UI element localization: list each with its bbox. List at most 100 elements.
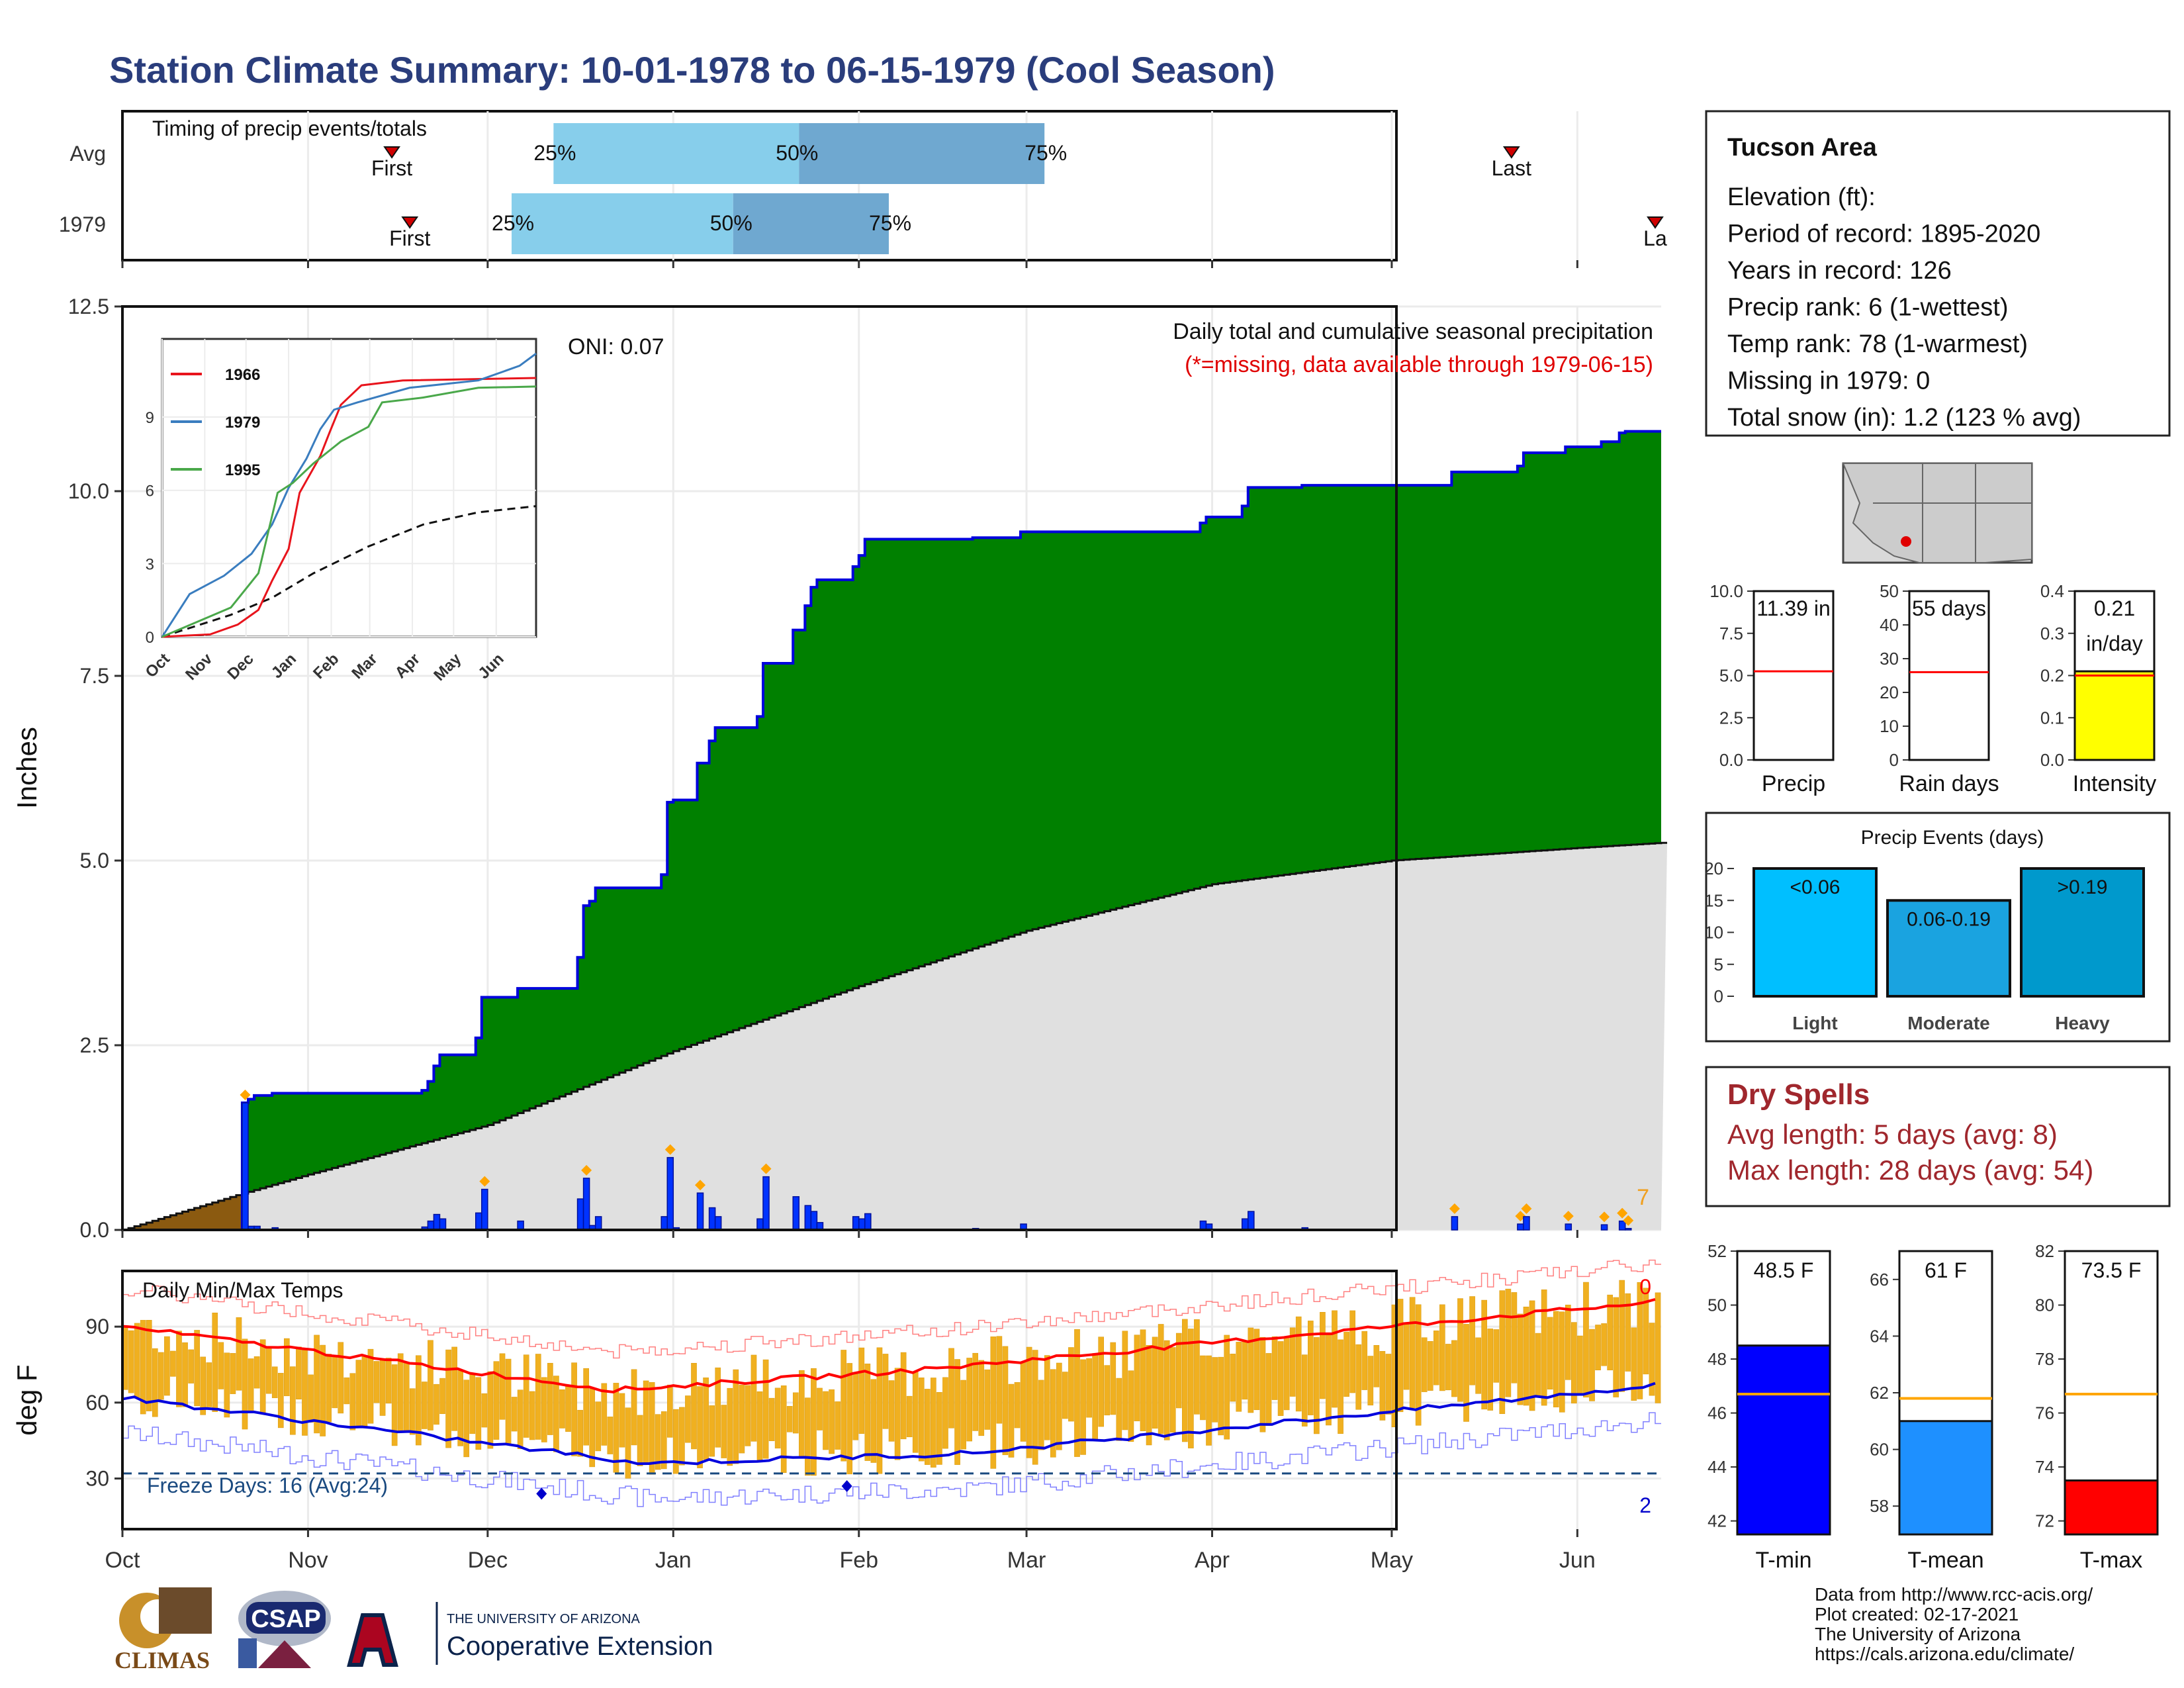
daily-temp-bar — [745, 1385, 751, 1446]
daily-temp-bar — [463, 1380, 470, 1458]
daily-temp-bar — [218, 1342, 224, 1389]
temp-bar-category: T-mean — [1907, 1548, 1983, 1573]
daily-precip-marker — [695, 1180, 706, 1191]
inset-ytick-label: 6 — [146, 483, 154, 500]
daily-temp-bar — [1314, 1337, 1320, 1434]
temp-title: Daily Min/Max Temps — [142, 1278, 343, 1302]
daily-temp-bar — [1589, 1329, 1595, 1401]
daily-temp-bar — [595, 1401, 602, 1452]
precip-corner-count: 7 — [1637, 1185, 1649, 1210]
daily-temp-bar — [457, 1370, 464, 1446]
daily-precip-marker — [1623, 1215, 1634, 1226]
daily-temp-bar — [1014, 1382, 1021, 1429]
mini-bar-value-label: 55 days — [1912, 596, 1986, 620]
footer-credit-line: Plot created: 02-17-2021 — [1815, 1604, 2019, 1624]
inset-xtick-label: Jan — [268, 650, 300, 682]
timing-pct-75: 75% — [1024, 141, 1067, 165]
dry-spells-max: Max length: 28 days (avg: 54) — [1727, 1154, 2093, 1186]
daily-precip-bar — [1199, 1220, 1207, 1231]
timing-bar-50-75 — [733, 193, 889, 254]
daily-temp-bar — [439, 1378, 445, 1415]
daily-temp-bar — [774, 1387, 781, 1449]
daily-temp-bar — [1332, 1310, 1338, 1408]
mini-bar-value-label: 11.39 in — [1756, 596, 1831, 620]
daily-temp-bar — [547, 1362, 553, 1435]
daily-temp-bar — [338, 1342, 344, 1414]
daily-temp-bar — [308, 1374, 314, 1423]
daily-temp-bar — [1002, 1346, 1009, 1456]
daily-precip-bar — [1517, 1223, 1524, 1231]
mini-bar-value — [1752, 590, 1835, 761]
daily-temp-bar — [1649, 1323, 1655, 1396]
daily-temp-bar — [666, 1384, 673, 1438]
daily-precip-bar — [1451, 1216, 1459, 1231]
daily-temp-bar — [487, 1371, 494, 1449]
timing-row-avg-label: Avg — [69, 142, 106, 165]
mini-ytick-label: 2.5 — [1719, 708, 1743, 727]
daily-temp-bar — [146, 1320, 152, 1411]
daily-precip-bar — [427, 1220, 435, 1231]
daily-temp-bar — [373, 1361, 380, 1403]
daily-precip-marker — [240, 1090, 251, 1101]
daily-temp-bar — [697, 1386, 703, 1468]
daily-temp-bar — [1152, 1336, 1158, 1429]
timing-marker-last — [1502, 146, 1520, 159]
daily-temp-bar — [823, 1391, 829, 1450]
daily-temp-bar — [1625, 1293, 1631, 1372]
daily-precip-bar — [1523, 1216, 1530, 1231]
daily-temp-bar — [1637, 1282, 1643, 1399]
daily-temp-bar — [589, 1388, 596, 1468]
timing-label-last: Last — [1492, 156, 1532, 180]
daily-temp-bar — [1188, 1329, 1194, 1448]
mini-ytick-label: 50 — [1880, 581, 1899, 601]
events-bar-label: <0.06 — [1790, 876, 1841, 898]
daily-temp-bar — [1415, 1304, 1422, 1426]
daily-temp-bar — [1463, 1324, 1469, 1422]
footer-credit-line: The University of Arizona — [1815, 1624, 2021, 1644]
timing-pct-75: 75% — [869, 211, 911, 235]
daily-temp-bar — [882, 1354, 889, 1429]
daily-temp-bar — [1355, 1344, 1362, 1410]
timing-bar-50-75 — [799, 123, 1045, 184]
daily-precip-marker — [1617, 1207, 1628, 1219]
daily-temp-bar — [601, 1383, 608, 1446]
daily-temp-bar — [1038, 1380, 1044, 1450]
station-name: Tucson Area — [1727, 134, 1878, 162]
daily-precip-bar — [439, 1218, 447, 1231]
daily-temp-bar — [1163, 1340, 1170, 1440]
daily-temp-bar — [1122, 1331, 1128, 1430]
daily-temp-bar — [1320, 1312, 1326, 1399]
ua-logo: THE UNIVERSITY OF ARIZONA Cooperative Ex… — [347, 1602, 713, 1667]
daily-temp-bar — [1367, 1356, 1374, 1406]
climas-logo: CLIMAS — [114, 1587, 212, 1673]
daily-precip-bar — [858, 1218, 866, 1231]
daily-temp-bar — [1026, 1346, 1032, 1458]
daily-temp-bar — [966, 1358, 972, 1442]
daily-temp-bar — [756, 1391, 763, 1460]
daily-temp-bar — [918, 1378, 925, 1462]
daily-temp-bar — [1044, 1355, 1050, 1440]
daily-temp-bar — [1457, 1298, 1463, 1402]
mini-ytick-label: 20 — [1880, 682, 1899, 702]
daily-temp-bar — [1559, 1311, 1565, 1413]
daily-temp-bar — [1385, 1354, 1392, 1415]
csap-logo: CSAP — [238, 1591, 331, 1668]
daily-temp-bar — [140, 1320, 146, 1415]
daily-temp-bar — [1421, 1337, 1428, 1392]
precip-caption: Daily total and cumulative seasonal prec… — [1173, 319, 1653, 344]
mini-bar-value — [2073, 670, 2156, 761]
daily-temp-bar — [403, 1362, 410, 1431]
daily-temp-bar — [649, 1382, 655, 1475]
daily-temp-bar — [1116, 1378, 1122, 1441]
daily-temp-bar — [343, 1377, 350, 1405]
timing-bar-25-50 — [512, 193, 733, 254]
daily-temp-bar — [1020, 1362, 1026, 1442]
daily-temp-bar — [1062, 1372, 1068, 1419]
precip-ytick-label: 12.5 — [68, 295, 109, 318]
daily-temp-bar — [1104, 1365, 1111, 1416]
daily-temp-bar — [314, 1335, 320, 1434]
daily-temp-bar — [445, 1349, 451, 1448]
events-category: Light — [1792, 1013, 1837, 1033]
daily-temp-bar — [876, 1347, 883, 1474]
